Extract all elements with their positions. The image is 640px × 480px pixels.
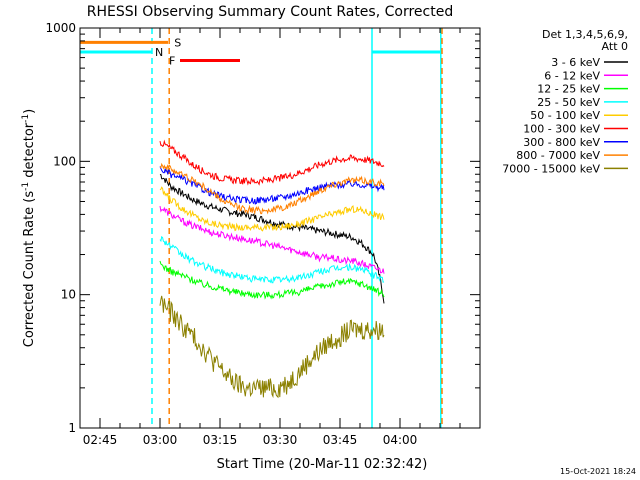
legend-label: 6 - 12 keV [544,69,600,82]
y-tick-label: 100 [53,154,76,168]
x-tick-label: 03:45 [323,433,358,447]
x-tick-label: 03:00 [143,433,178,447]
plot-area: SNF [80,28,443,428]
flag-n-label: N [155,46,163,59]
y-axis-label-end: ) [22,109,37,114]
legend-label: 300 - 800 keV [523,136,600,149]
legend-label: 12 - 25 keV [537,83,600,96]
flag-s-label: S [174,36,181,49]
series-line [159,260,385,300]
legend-label: 100 - 300 keV [523,123,600,136]
axis-ticks: 1 10 100 1000 02:45 03:00 03:15 03:30 03:45 04:00 [45,21,481,447]
series-line [159,235,385,284]
generation-timestamp: 15-Oct-2021 18:24 [560,467,636,476]
x-tick-label: 03:15 [203,433,238,447]
y-axis-label-main: Corrected Count Rate (s [22,191,37,348]
attenuator-info: Att 0 [602,40,628,53]
y-tick-label: 10 [61,288,76,302]
y-axis-label-exponent-2: -1 [21,114,31,123]
detector-info: Det 1,3,4,5,6,9, [542,28,628,41]
series-line [159,139,385,186]
x-tick-label: 03:30 [263,433,298,447]
series-line [159,206,385,274]
series-line [159,162,385,215]
x-axis-label: Start Time (20-Mar-11 02:32:42) [217,457,428,472]
chart-title: RHESSI Observing Summary Count Rates, Co… [87,4,453,20]
legend-label: 3 - 6 keV [551,56,600,69]
series-line [159,295,385,399]
y-axis-label: Corrected Count Rate (s-1 detector-1) [21,109,37,347]
y-axis-label-mid: detector [22,122,37,182]
series-line [159,166,385,205]
x-tick-label: 02:45 [83,433,118,447]
legend-label: 7000 - 15000 keV [502,162,600,175]
x-tick-label: 04:00 [383,433,418,447]
y-tick-label: 1000 [45,21,76,35]
y-axis-label-exponent-1: -1 [21,182,31,191]
legend-label: 50 - 100 keV [530,109,600,122]
legend-label: 25 - 50 keV [537,96,600,109]
flag-f-label: F [169,55,175,68]
legend-label: 800 - 7000 keV [516,149,600,162]
series-line [159,186,385,232]
series-line [159,173,385,304]
y-tick-label: 1 [68,421,76,435]
